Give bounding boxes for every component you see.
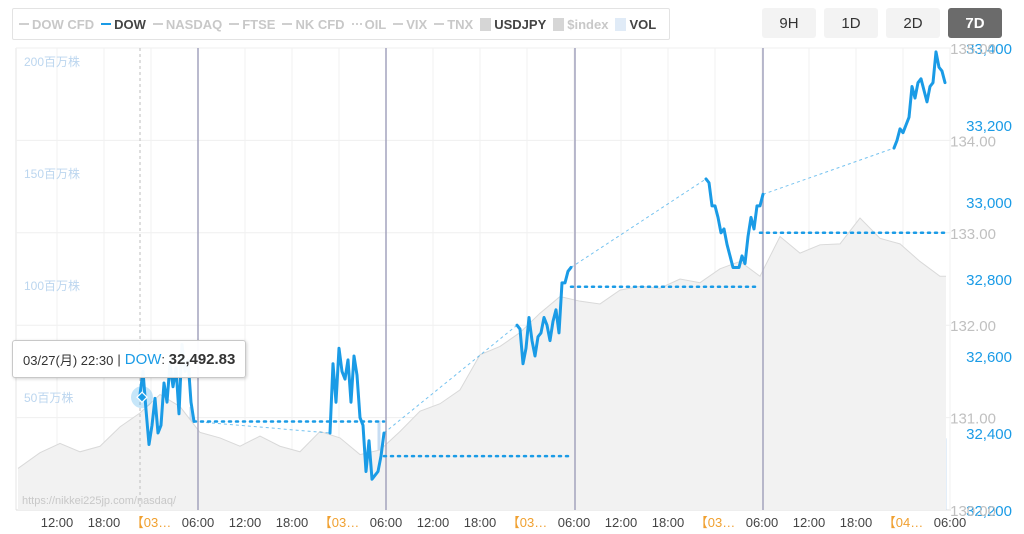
x-tick-label: 18:00 xyxy=(652,515,685,530)
legend-item-dow-cfd[interactable]: DOW CFD xyxy=(19,17,94,32)
x-tick-label: 12:00 xyxy=(793,515,826,530)
legend-label: DOW CFD xyxy=(32,16,95,32)
usdjpy-axis-tick: 135.00 xyxy=(950,41,996,58)
legend-symbol xyxy=(434,23,445,25)
legend-item-dow[interactable]: DOW xyxy=(101,17,146,32)
dow-line-segment xyxy=(704,177,765,269)
usdjpy-axis-tick: 134.00 xyxy=(950,133,996,150)
x-tick-label: 06:00 xyxy=(370,515,403,530)
tooltip-value: 32,492.83 xyxy=(168,350,236,368)
x-tick-label: 【03… xyxy=(695,515,735,530)
dow-overnight-connector xyxy=(193,420,331,434)
x-tick-label: 18:00 xyxy=(276,515,309,530)
dow-overnight-connector xyxy=(570,178,707,268)
legend-item-nasdaq[interactable]: NASDAQ xyxy=(152,16,223,32)
legend-item-vix[interactable]: VIX xyxy=(393,17,427,32)
legend-item-tnx[interactable]: TNX xyxy=(434,17,473,32)
x-tick-label: 12:00 xyxy=(605,515,638,530)
x-tick-label: 18:00 xyxy=(840,515,873,530)
legend-item-index[interactable]: $index xyxy=(553,17,608,32)
dow-axis-tick: 32,400 xyxy=(966,426,1012,443)
dow-line-segment xyxy=(328,346,386,481)
x-tick-label: 18:00 xyxy=(464,515,497,530)
legend-item-ftse[interactable]: FTSE xyxy=(229,17,275,32)
legend-label: USDJPY xyxy=(494,16,547,32)
usdjpy-line xyxy=(17,217,946,469)
legend-label: $index xyxy=(567,16,609,32)
x-tick-label: 18:00 xyxy=(88,515,121,530)
dow-axis-tick: 33,200 xyxy=(966,118,1012,135)
legend-symbol xyxy=(282,23,293,25)
tooltip-datetime: 03/27(月) 22:30 xyxy=(23,352,114,368)
x-tick-label: 【04… xyxy=(883,515,923,530)
x-tick-label: 12:00 xyxy=(417,515,450,530)
legend-symbol xyxy=(615,17,627,31)
legend-symbol xyxy=(393,23,404,25)
legend-item-oil[interactable]: OIL xyxy=(351,16,387,32)
legend-label: VOL xyxy=(629,16,657,32)
legend-symbol xyxy=(229,23,240,25)
dow-axis-tick: 33,400 xyxy=(966,41,1012,58)
x-tick-label: 06:00 xyxy=(746,515,779,530)
dow-overnight-connector xyxy=(762,147,895,195)
x-tick-label: 12:00 xyxy=(41,515,74,530)
tooltip-colon: : xyxy=(161,351,169,367)
legend-item-nk-cfd[interactable]: NK CFD xyxy=(282,16,345,32)
hover-tooltip: 03/27(月) 22:30 | DOW : 32,492.83 xyxy=(12,340,247,378)
legend-label: NASDAQ xyxy=(165,16,223,32)
x-tick-label: 06:00 xyxy=(558,515,591,530)
legend-symbol xyxy=(351,23,362,25)
legend-symbol xyxy=(152,23,163,25)
legend-item-usdjpy[interactable]: USDJPY xyxy=(480,17,546,32)
legend-item-vol[interactable]: VOL xyxy=(615,17,656,32)
legend-label: NK CFD xyxy=(295,16,345,32)
usdjpy-axis-tick: 131.00 xyxy=(950,411,996,428)
legend-label: VIX xyxy=(406,16,428,32)
usdjpy-axis-tick: 133.00 xyxy=(950,226,996,243)
volume-axis-tick: 50百万株 xyxy=(24,390,73,405)
range-button-7d[interactable]: 7D xyxy=(948,8,1002,38)
range-buttons: 9H 1D 2D 7D xyxy=(762,8,1010,38)
legend-symbol xyxy=(19,23,29,25)
x-tick-label: 12:00 xyxy=(229,515,262,530)
series-legend: DOW CFD DOW NASDAQ FTSE NK CFD OIL VIX TNX USDJP… xyxy=(12,8,671,40)
dow-axis-tick: 32,200 xyxy=(966,503,1012,520)
tooltip-series: DOW xyxy=(124,350,162,368)
usdjpy-axis-tick: 132.00 xyxy=(950,318,996,335)
range-button-1d[interactable]: 1D xyxy=(824,8,878,38)
legend-symbol xyxy=(101,23,112,25)
legend-symbol xyxy=(553,17,565,31)
range-button-2d[interactable]: 2D xyxy=(886,8,940,38)
legend-label: TNX xyxy=(447,16,474,32)
legend-label: OIL xyxy=(364,16,387,32)
legend-label: DOW xyxy=(114,16,146,32)
volume-axis-tick: 150百万株 xyxy=(24,166,80,181)
dow-overnight-connector xyxy=(383,324,518,434)
x-tick-label: 06:00 xyxy=(934,515,967,530)
x-tick-label: 【03… xyxy=(319,515,359,530)
legend-label: FTSE xyxy=(242,16,276,32)
hover-marker xyxy=(136,391,148,404)
volume-axis-tick: 100百万株 xyxy=(24,278,80,293)
x-tick-label: 【03… xyxy=(131,515,171,530)
x-tick-label: 【03… xyxy=(507,515,547,530)
usdjpy-axis-tick: 130.00 xyxy=(950,503,996,520)
legend-symbol xyxy=(480,17,492,31)
range-button-9h[interactable]: 9H xyxy=(762,8,816,38)
dow-axis-tick: 32,600 xyxy=(966,349,1012,366)
tooltip-separator: | xyxy=(117,351,121,367)
dow-line-segment xyxy=(892,50,947,150)
volume-axis-tick: 200百万株 xyxy=(24,54,80,69)
watermark-url: https://nikkei225jp.com/nasdaq/ xyxy=(22,495,177,507)
dow-axis-tick: 32,800 xyxy=(966,272,1012,289)
usdjpy-area xyxy=(18,218,946,511)
dow-line-segment xyxy=(515,265,573,366)
x-tick-label: 06:00 xyxy=(182,515,215,530)
dow-axis-tick: 33,000 xyxy=(966,195,1012,212)
